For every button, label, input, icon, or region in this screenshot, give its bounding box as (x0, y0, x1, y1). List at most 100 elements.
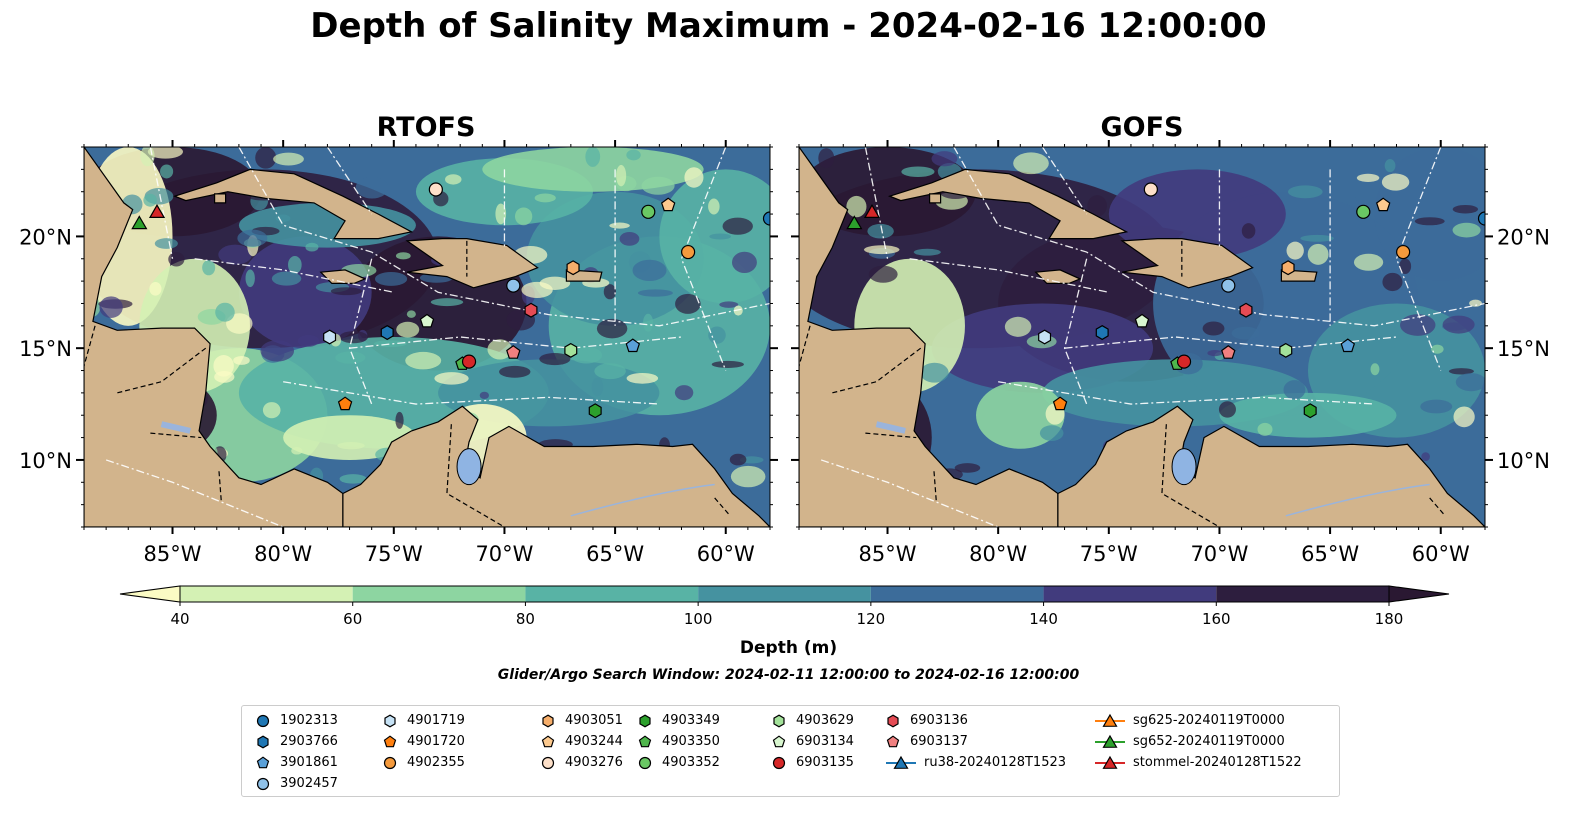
colorbar-bin (180, 586, 353, 602)
legend-marker-icon (256, 777, 270, 790)
legend-marker-icon (383, 734, 397, 747)
obs-4903276 (1143, 182, 1158, 197)
field-patch (339, 474, 367, 484)
field-patch (245, 269, 255, 288)
panel-title-rtofs: RTOFS (376, 112, 476, 143)
legend-marker-icon (542, 714, 554, 727)
field-patch (238, 236, 372, 349)
obs-4903051 (566, 260, 580, 276)
field-patch (1381, 173, 1410, 191)
legend-marker-icon (639, 714, 651, 727)
field-patch (140, 147, 155, 167)
obs-4903349 (588, 403, 602, 419)
legend-marker-icon (541, 734, 555, 747)
field-patch (255, 147, 277, 169)
obs-6903136 (524, 302, 538, 318)
y-tick-label: 15°N (1497, 337, 1550, 361)
land (84, 147, 344, 527)
field-patch (626, 149, 641, 161)
field-patch (818, 148, 835, 169)
colorbar-tick-label: 160 (1202, 610, 1231, 628)
lake (1171, 448, 1197, 486)
legend-item: 4903352 (638, 754, 720, 772)
field-patch (1207, 349, 1223, 357)
legend-marker-icon (383, 756, 397, 769)
border (933, 471, 937, 501)
obs-6903137 (506, 345, 521, 359)
legend-item: 6903137 (886, 733, 968, 751)
colorbar-bin (698, 586, 871, 602)
field-patch (632, 259, 667, 282)
obs-4901720 (337, 396, 353, 411)
legend-marker-icon (886, 734, 900, 747)
field-patch (1469, 299, 1482, 307)
obs-3901861 (625, 338, 641, 353)
field-patch (1345, 195, 1357, 206)
legend-label: 4902355 (407, 755, 465, 770)
obs-sg652-20240119T0000 (846, 215, 863, 230)
eez-line (238, 147, 770, 327)
field-patch (1257, 422, 1273, 436)
legend-marker-icon (773, 714, 785, 727)
y-tick-label: 10°N (1497, 449, 1550, 473)
obs-4903629 (564, 342, 578, 358)
obs-6903135 (1176, 354, 1192, 369)
legend-marker-icon (384, 714, 396, 727)
field-patch (335, 351, 366, 364)
field-patch (149, 281, 162, 296)
field-patch (1431, 344, 1444, 354)
legend-glyph (541, 756, 555, 769)
colorbar-tick-label: 120 (857, 610, 886, 628)
legend-item: 1902313 (256, 712, 338, 730)
legend-label: 4903051 (565, 713, 623, 728)
obs-4903352 (641, 204, 656, 219)
legend-item: sg652-20240119T0000 (1095, 733, 1285, 751)
obs-4901719 (1038, 329, 1052, 345)
field-patch (291, 446, 303, 455)
field-patch (534, 193, 556, 203)
legend-label: stommel-20240128T1522 (1133, 755, 1302, 770)
legend-item: 4903349 (638, 712, 720, 730)
legend-label: ru38-20240128T1523 (924, 755, 1067, 770)
x-tick-label: 70°W (1190, 542, 1248, 566)
field-patch (863, 245, 900, 255)
field-patch (99, 296, 123, 318)
colorbar-bin (1043, 586, 1217, 602)
y-tick-label: 15°N (19, 337, 72, 361)
legend-item: 4903276 (541, 754, 623, 772)
legend-marker-icon (638, 734, 652, 747)
field-patch (1420, 399, 1453, 414)
border (446, 424, 505, 527)
field-patch (643, 313, 654, 332)
field-patch (1307, 243, 1329, 265)
field-patch (373, 340, 407, 347)
field-patch (901, 166, 935, 177)
x-tick-label: 75°W (1080, 542, 1138, 566)
legend-item: 6903136 (886, 712, 968, 730)
obs-4903276 (428, 182, 443, 197)
field-patch (395, 411, 404, 429)
colorbar-tick-label: 180 (1375, 610, 1404, 628)
x-tick-label: 70°W (475, 542, 533, 566)
eez-line (953, 147, 1485, 327)
border (117, 347, 207, 394)
field-patch (262, 402, 281, 419)
field-patch (495, 203, 507, 225)
legend-marker-icon (1095, 713, 1125, 727)
obs-6903134 (419, 313, 435, 328)
land (172, 168, 414, 240)
colorbar-extend-high (1388, 585, 1450, 603)
field-patch (1384, 159, 1396, 173)
field-patch (585, 147, 601, 167)
colorbar-tick-label: 60 (343, 610, 362, 628)
field-patch (395, 252, 411, 260)
field-patch (288, 255, 302, 274)
field-patch (570, 346, 603, 364)
obs-4903352 (1356, 204, 1371, 219)
field-patch (487, 339, 513, 360)
border (1161, 424, 1220, 527)
field-patch (1300, 234, 1334, 242)
border (150, 432, 202, 439)
legend-label: 4903350 (662, 734, 720, 749)
legend-marker-icon (887, 714, 899, 727)
